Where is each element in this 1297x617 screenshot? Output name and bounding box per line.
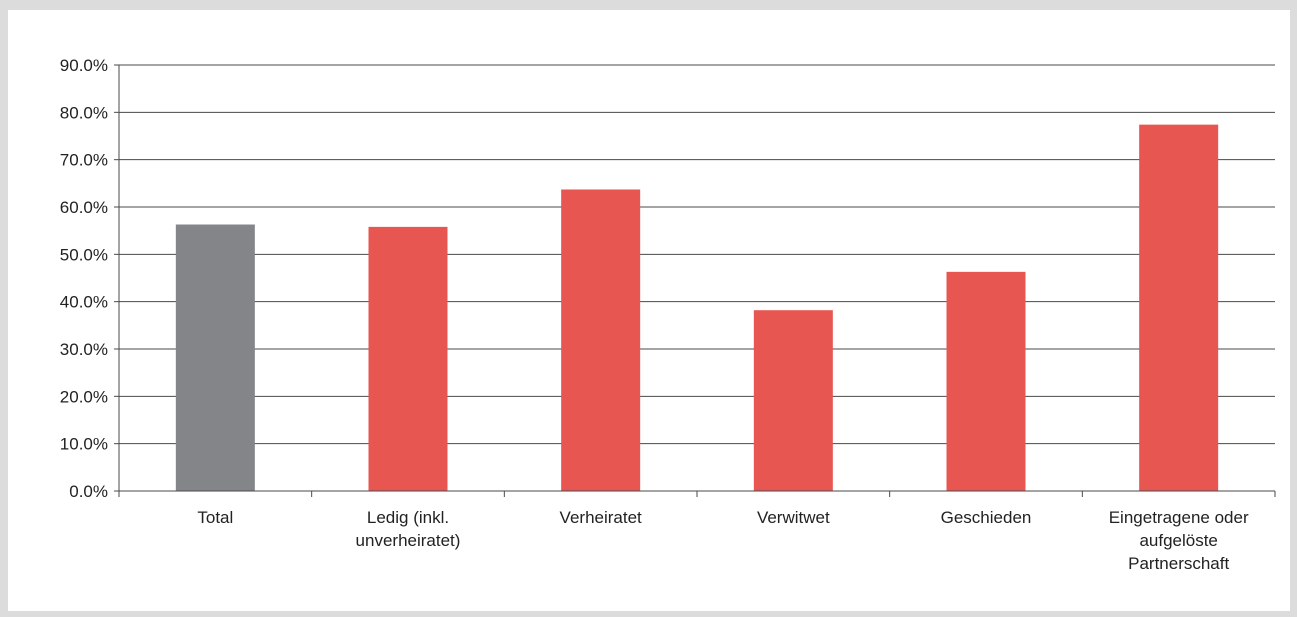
x-tick-label-line: aufgelöste: [1139, 531, 1217, 550]
x-tick-label: Verwitwet: [757, 508, 830, 527]
x-tick-label-line: Partnerschaft: [1128, 554, 1229, 573]
bar: [368, 226, 448, 491]
x-tick-label-line: unverheiratet): [356, 531, 461, 550]
bar-chart: 0.0% 10.0% 20.0% 30.0% 40.0% 50.0% 60.0% 70.0% 8…: [60, 56, 1276, 573]
x-tick-label: Total: [197, 508, 233, 527]
bars: [175, 124, 1219, 491]
x-tick-label-line: Verheiratet: [560, 508, 642, 527]
x-tick-label-line: Verwitwet: [757, 508, 830, 527]
bar: [561, 189, 641, 491]
y-tick-label: 40.0%: [60, 293, 108, 312]
x-tick-label: Eingetragene oder aufgelöste Partnerschaft: [1109, 508, 1249, 573]
bar: [1139, 124, 1219, 491]
y-tick-label: 90.0%: [60, 56, 108, 75]
y-tick-label: 80.0%: [60, 103, 108, 122]
x-tick-label: Ledig (inkl. unverheiratet): [356, 508, 461, 550]
chart-panel: 0.0% 10.0% 20.0% 30.0% 40.0% 50.0% 60.0% 70.0% 8…: [8, 10, 1290, 611]
x-axis: [114, 64, 1276, 497]
x-tick-label: Verheiratet: [560, 508, 642, 527]
x-tick-labels: Total Ledig (inkl. unverheiratet) Verheirat…: [197, 508, 1249, 573]
y-tick-label: 30.0%: [60, 340, 108, 359]
x-tick-label-line: Geschieden: [941, 508, 1032, 527]
y-tick-label: 70.0%: [60, 151, 108, 170]
x-tick-label-line: Ledig (inkl.: [367, 508, 449, 527]
y-tick-label: 0.0%: [69, 482, 108, 501]
bar: [175, 224, 255, 491]
x-tick-label-line: Total: [197, 508, 233, 527]
bar: [946, 271, 1026, 491]
x-tick-label: Geschieden: [941, 508, 1032, 527]
y-tick-labels: 0.0% 10.0% 20.0% 30.0% 40.0% 50.0% 60.0% 70.0% 8…: [60, 56, 108, 501]
y-tick-label: 20.0%: [60, 387, 108, 406]
y-tick-label: 60.0%: [60, 198, 108, 217]
x-tick-label-line: Eingetragene oder: [1109, 508, 1249, 527]
y-tick-label: 50.0%: [60, 245, 108, 264]
gridlines: [119, 64, 1275, 492]
bar: [753, 310, 833, 491]
y-tick-label: 10.0%: [60, 435, 108, 454]
